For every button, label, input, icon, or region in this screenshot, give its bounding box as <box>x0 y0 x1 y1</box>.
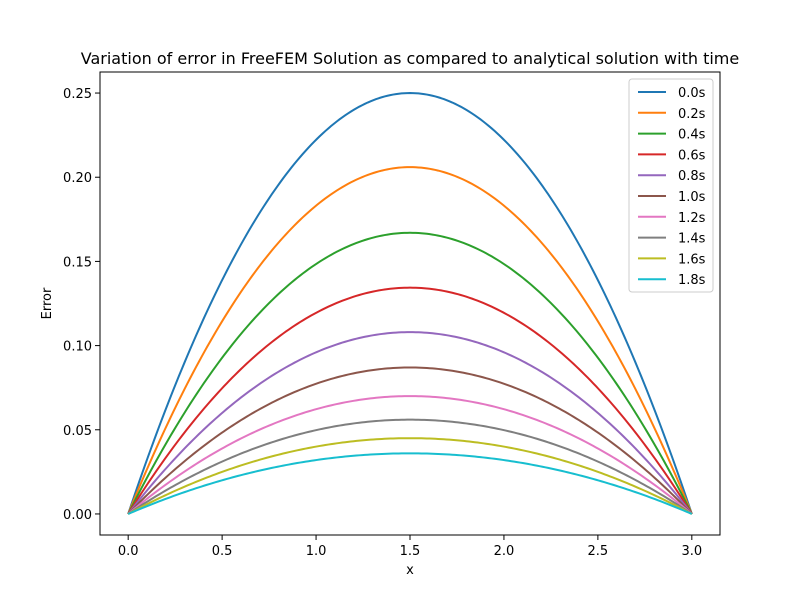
series-line-8 <box>127 437 693 515</box>
series-layer <box>127 92 693 515</box>
series-line-6 <box>127 395 693 515</box>
x-tick-label: 1.0 <box>306 544 327 559</box>
x-axis: 0.0 0.5 1.0 1.5 2.0 2.5 3.0 <box>118 535 702 559</box>
y-axis: 0.00 0.05 0.10 0.15 0.20 0.25 <box>63 87 100 523</box>
legend-label-8: 1.6s <box>678 252 706 267</box>
legend-label-7: 1.4s <box>678 232 706 247</box>
chart-title: Variation of error in FreeFEM Solution a… <box>81 49 739 68</box>
series-line-3 <box>127 286 693 515</box>
legend-label-4: 0.8s <box>678 169 706 184</box>
legend-label-0: 0.0s <box>678 86 706 101</box>
x-tick-label: 2.0 <box>494 544 515 559</box>
legend: 0.0s 0.2s 0.4s 0.6s 0.8s 1.0s 1.2s 1.4s 1.6s 1.8s <box>628 78 714 293</box>
series-line-1 <box>127 166 693 515</box>
legend-label-9: 1.8s <box>678 273 706 288</box>
x-tick-label: 3.0 <box>681 544 702 559</box>
legend-frame <box>628 78 714 293</box>
x-tick-label: 0.5 <box>212 544 233 559</box>
y-tick-label: 0.10 <box>63 340 92 355</box>
y-tick-label: 0.00 <box>63 508 92 523</box>
series-line-5 <box>127 366 693 515</box>
x-axis-label: x <box>406 563 414 578</box>
series-line-7 <box>127 418 693 515</box>
y-axis-label: Error <box>40 287 55 319</box>
x-tick-label: 2.5 <box>588 544 609 559</box>
legend-label-1: 0.2s <box>678 107 706 122</box>
series-line-2 <box>127 231 693 515</box>
legend-label-2: 0.4s <box>678 128 706 143</box>
x-tick-label: 0.0 <box>118 544 139 559</box>
y-tick-label: 0.25 <box>63 87 92 102</box>
legend-label-5: 1.0s <box>678 190 706 205</box>
legend-label-6: 1.2s <box>678 211 706 226</box>
y-tick-label: 0.20 <box>63 171 92 186</box>
axes-background <box>100 72 720 535</box>
series-line-0 <box>127 92 693 515</box>
legend-label-3: 0.6s <box>678 148 706 163</box>
y-tick-label: 0.15 <box>63 255 92 270</box>
series-line-9 <box>127 452 693 515</box>
plot-area <box>100 72 720 535</box>
x-tick-label: 1.5 <box>400 544 421 559</box>
series-line-4 <box>127 331 693 515</box>
y-tick-label: 0.05 <box>63 424 92 439</box>
